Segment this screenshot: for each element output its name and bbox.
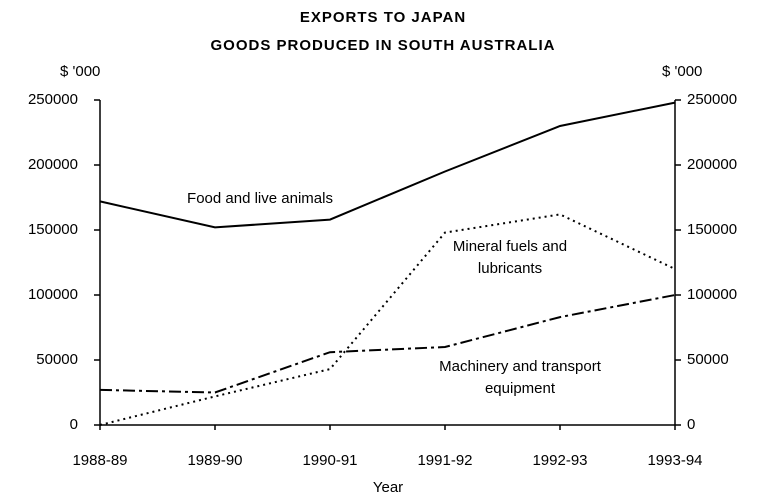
y2-axis-label: $ '000: [662, 63, 702, 80]
x-tick-label: 1993-94: [647, 452, 702, 469]
x-tick-label: 1989-90: [187, 452, 242, 469]
series-label: Food and live animals: [187, 190, 333, 207]
chart-subtitle: GOODS PRODUCED IN SOUTH AUSTRALIA: [211, 37, 556, 54]
y-tick-label: 50000: [36, 351, 78, 368]
y-axis-label: $ '000: [60, 63, 100, 80]
x-axis-label: Year: [373, 479, 403, 496]
x-tick-label: 1991-92: [417, 452, 472, 469]
y2-tick-label: 150000: [687, 221, 737, 238]
x-tick-label: 1992-93: [532, 452, 587, 469]
series-line: [99, 294, 676, 394]
x-tick-label: 1990-91: [302, 452, 357, 469]
series-line: [99, 101, 676, 229]
y2-tick-label: 200000: [687, 156, 737, 173]
y-tick-label: 0: [70, 416, 78, 433]
series-label: Mineral fuels and lubricants: [452, 238, 568, 277]
y2-tick-label: 0: [687, 416, 695, 433]
y-tick-label: 150000: [28, 221, 78, 238]
y-tick-label: 250000: [28, 91, 78, 108]
x-tick-label: 1988-89: [72, 452, 127, 469]
y2-tick-label: 100000: [687, 286, 737, 303]
series-label: Machinery and transport equipment: [439, 358, 601, 397]
y2-tick-label: 50000: [687, 351, 729, 368]
series-line: [99, 213, 676, 426]
chart-title: EXPORTS TO JAPAN: [300, 9, 466, 26]
y-tick-label: 200000: [28, 156, 78, 173]
y2-tick-label: 250000: [687, 91, 737, 108]
y-tick-label: 100000: [28, 286, 78, 303]
